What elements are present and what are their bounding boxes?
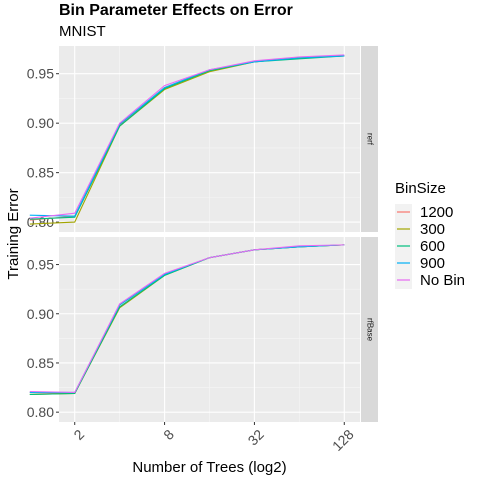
series-line-no-bin <box>29 54 345 219</box>
chart-title: Bin Parameter Effects on Error <box>59 2 293 19</box>
x-tick-label: 8 <box>160 426 177 443</box>
y-tick-label: 0.90 <box>27 306 54 322</box>
legend-label: 900 <box>420 255 445 272</box>
y-tick-label: 0.95 <box>27 66 54 82</box>
y-tick-label: 0.90 <box>27 115 54 131</box>
y-axis-title: Training Error <box>5 188 22 279</box>
legend-title: BinSize <box>395 180 446 197</box>
y-tick-label: 0.95 <box>27 257 54 273</box>
y-tick-label: 0.85 <box>27 355 54 371</box>
facet-strip-label: rfBase <box>365 318 374 342</box>
legend-label: 300 <box>420 221 445 238</box>
legend-label: 1200 <box>420 204 453 221</box>
x-axis-title: Number of Trees (log2) <box>132 459 286 476</box>
y-tick-label: 0.85 <box>27 165 54 181</box>
y-tick-label: 0.80 <box>27 404 54 420</box>
legend-label: No Bin <box>420 272 465 289</box>
facet-strip <box>361 46 378 232</box>
facet-strip <box>361 237 378 422</box>
facet-strip-label: rerf <box>365 133 374 146</box>
x-tick-label: 128 <box>329 426 357 454</box>
x-tick-label: 2 <box>70 426 87 443</box>
chart-subtitle: MNIST <box>59 23 106 40</box>
series-line-no-bin <box>29 244 345 394</box>
series-line-900 <box>29 55 345 217</box>
legend-label: 600 <box>420 238 445 255</box>
x-tick-label: 32 <box>245 426 267 448</box>
